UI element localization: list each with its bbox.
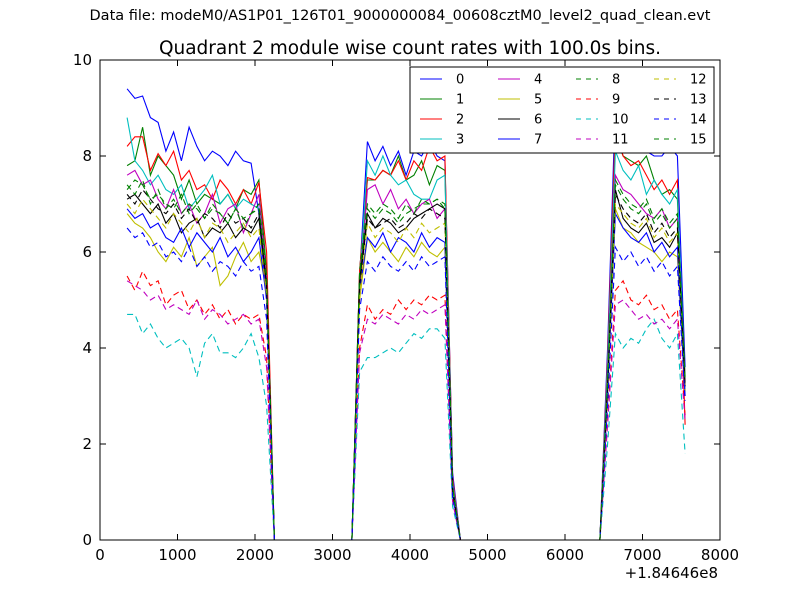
legend-label-3: 3	[456, 133, 464, 148]
series-line-15	[126, 177, 686, 541]
y-tick-label: 8	[82, 147, 92, 165]
x-tick-label: 1000	[158, 546, 196, 564]
x-tick-label: 2000	[236, 546, 274, 564]
x-tick-label: 4000	[391, 546, 429, 564]
legend-label-2: 2	[456, 113, 464, 128]
y-tick-label: 6	[82, 243, 92, 261]
series-line-1	[126, 127, 686, 541]
legend-label-4: 4	[534, 73, 542, 88]
x-offset-label: +1.84646e8	[625, 564, 718, 582]
legend-box	[409, 66, 715, 154]
x-tick-label: 3000	[313, 546, 351, 564]
legend-label-13: 13	[690, 93, 707, 108]
x-tick-label: 0	[95, 546, 105, 564]
legend-label-5: 5	[534, 93, 542, 108]
series-line-10	[127, 313, 686, 541]
y-tick-label: 10	[73, 51, 92, 69]
legend-label-12: 12	[690, 73, 707, 88]
legend-label-6: 6	[534, 113, 542, 128]
legend-label-14: 14	[690, 113, 707, 128]
legend-label-10: 10	[612, 113, 629, 128]
figure-suptitle: Data file: modeM0/AS1P01_126T01_90000000…	[89, 8, 711, 24]
x-tick-label: 6000	[546, 546, 584, 564]
legend-label-7: 7	[534, 133, 542, 148]
y-tick-label: 4	[82, 339, 92, 357]
x-tick-label: 7000	[623, 546, 661, 564]
series-layer	[126, 88, 686, 541]
legend-label-8: 8	[612, 73, 620, 88]
x-tick-label: 5000	[468, 546, 506, 564]
series-line-2	[126, 127, 686, 541]
legend-label-9: 9	[612, 93, 620, 108]
series-line-8	[126, 179, 686, 541]
y-tick-label: 0	[82, 531, 92, 549]
series-line-4	[126, 169, 686, 541]
x-tick-label: 8000	[701, 546, 739, 564]
chart-title: Quadrant 2 module wise count rates with …	[159, 38, 661, 59]
legend-label-0: 0	[456, 73, 464, 88]
legend-label-11: 11	[612, 133, 629, 148]
series-line-3	[126, 117, 686, 541]
series-line-0	[126, 88, 686, 541]
y-tick-label: 2	[82, 435, 92, 453]
legend-label-15: 15	[690, 133, 707, 148]
legend-label-1: 1	[456, 93, 464, 108]
